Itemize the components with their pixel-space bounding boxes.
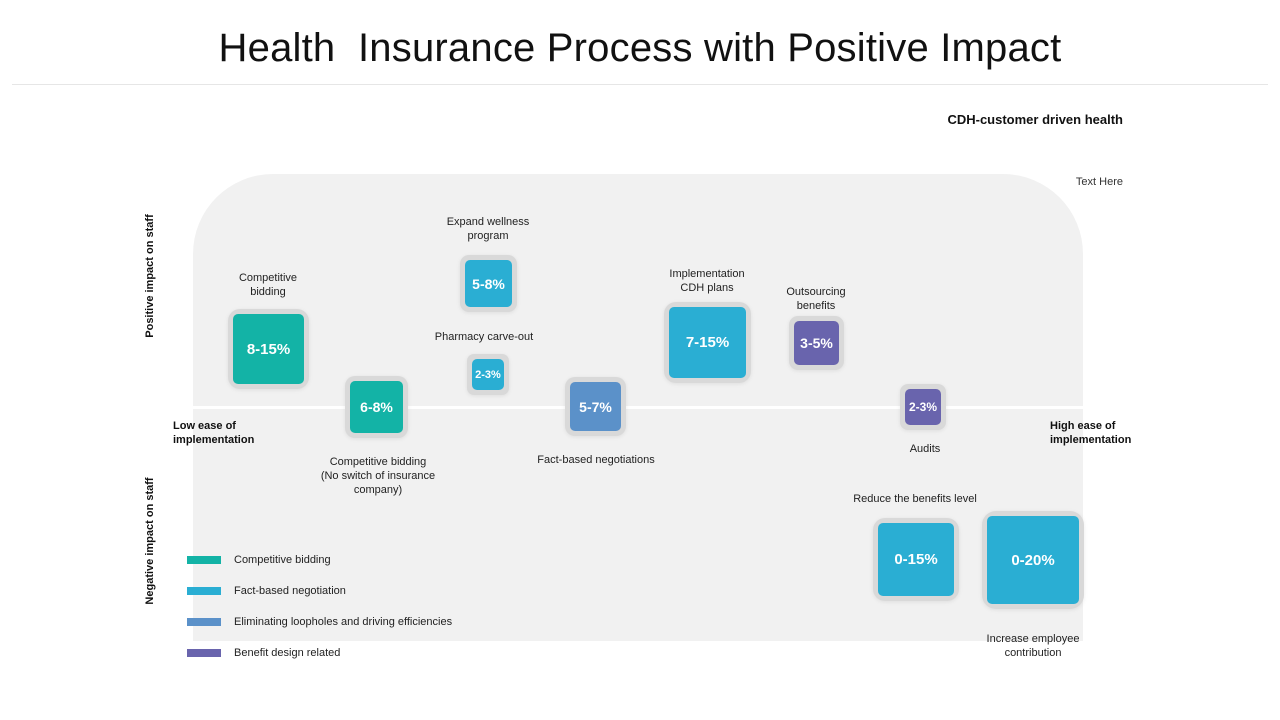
reduce-benefits-box: 0-15% [873,518,959,601]
fact-based-value: 5-7% [570,382,621,431]
legend-label: Fact-based negotiation [234,585,346,597]
legend-label: Benefit design related [234,647,341,659]
label-line: bidding [250,286,286,298]
label-line: Competitive [238,272,298,284]
cdh-plans-value: 7-15% [669,307,746,378]
legend-label: Competitive bidding [234,554,331,566]
label-line: Expand wellness [446,216,530,228]
competitive-no-switch-box: 6-8% [345,376,408,438]
audits-label: Audits [885,442,965,456]
label-line: Audits [909,443,941,455]
low-ease-line1: Low ease of [173,420,236,432]
low-ease-line2: implementation [173,434,255,446]
competitive-bidding-label: Competitive bidding [218,271,318,299]
pharmacy-box: 2-3% [467,354,509,395]
audits-value: 2-3% [905,389,941,425]
label-line: benefits [796,300,836,312]
pharmacy-label: Pharmacy carve-out [424,330,544,344]
label-line: Fact-based negotiations [537,454,655,466]
label-line: Competitive bidding [329,456,427,468]
expand-wellness-box: 5-8% [460,255,517,312]
legend-item-loopholes: Eliminating loopholes and driving effici… [187,615,452,629]
label-line: Implementation [669,268,745,280]
legend-swatch [187,618,221,626]
label-line: Outsourcing [786,286,846,298]
high-ease-line1: High ease of [1050,420,1116,432]
subtitle: CDH-customer driven health [947,112,1123,127]
legend-swatch [187,587,221,595]
reduce-benefits-value: 0-15% [878,523,954,596]
legend-swatch [187,649,221,657]
legend-item-benefit: Benefit design related [187,646,340,660]
pharmacy-value: 2-3% [472,359,504,390]
label-line: program [467,230,509,242]
legend-label: Eliminating loopholes and driving effici… [234,616,453,628]
cdh-plans-label: Implementation CDH plans [657,267,757,295]
outsourcing-label: Outsourcing benefits [771,285,861,313]
competitive-bidding-value: 8-15% [233,314,304,384]
fact-based-box: 5-7% [565,377,626,436]
label-line: Reduce the benefits level [853,493,977,505]
fact-based-label: Fact-based negotiations [526,453,666,467]
increase-contribution-label: Increase employee contribution [968,632,1098,660]
audits-box: 2-3% [900,384,946,430]
positive-axis-label: Positive impact on staff [144,214,156,338]
outsourcing-value: 3-5% [794,321,839,365]
axis-divider [193,406,1083,409]
label-line: contribution [1004,647,1062,659]
low-ease-label: Low ease of implementation [173,419,254,447]
label-line: company) [353,484,403,496]
expand-wellness-label: Expand wellness program [433,215,543,243]
outsourcing-box: 3-5% [789,316,844,370]
legend-item-fact: Fact-based negotiation [187,584,346,598]
label-line: Pharmacy carve-out [434,331,534,343]
reduce-benefits-label: Reduce the benefits level [835,492,995,506]
legend-item-competitive: Competitive bidding [187,553,331,567]
label-line: Increase employee [986,633,1080,645]
label-line: CDH plans [680,282,734,294]
competitive-no-switch-value: 6-8% [350,381,403,433]
page-title: Health Insurance Process with Positive I… [218,26,1062,70]
legend-swatch [187,556,221,564]
negative-axis-label: Negative impact on staff [144,477,156,605]
competitive-bidding-box: 8-15% [228,309,309,389]
expand-wellness-value: 5-8% [465,260,512,307]
label-line: (No switch of insurance [320,470,436,482]
cdh-plans-box: 7-15% [664,302,751,383]
competitive-no-switch-label: Competitive bidding (No switch of insura… [303,455,453,497]
increase-contribution-value: 0-20% [987,516,1079,604]
title-divider [12,84,1268,85]
high-ease-line2: implementation [1050,434,1132,446]
high-ease-label: High ease of implementation [1050,419,1131,447]
increase-contribution-box: 0-20% [982,511,1084,609]
note-text: Text Here [1075,176,1123,188]
